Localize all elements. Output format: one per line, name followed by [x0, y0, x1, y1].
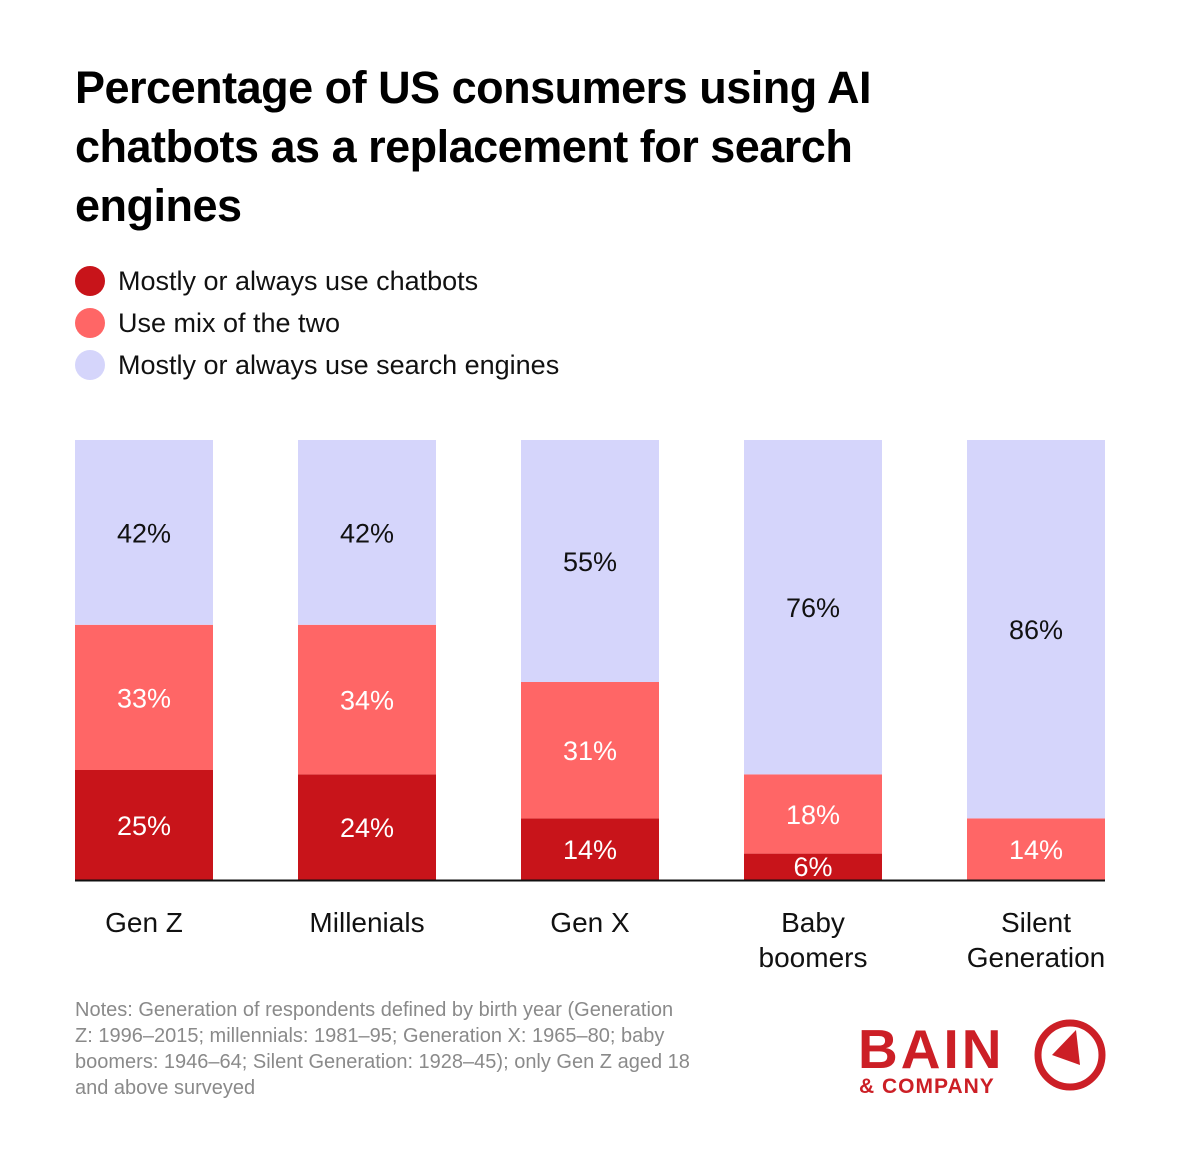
legend-label: Mostly or always use chatbots: [118, 265, 479, 296]
svg-text:BAIN: BAIN: [858, 1018, 1004, 1080]
x-tick-label: boomers: [759, 942, 868, 973]
data-label: 18%: [786, 800, 840, 830]
x-tick-label: Generation: [967, 942, 1106, 973]
bar-segment: [967, 818, 1105, 880]
bar-segment: [298, 624, 436, 775]
data-label: 86%: [1009, 615, 1063, 645]
x-tick-label: Gen Z: [105, 907, 183, 938]
legend-swatch: [75, 350, 105, 380]
x-tick-label: Silent: [1001, 907, 1071, 938]
data-label: 25%: [117, 811, 171, 841]
bar-segment: [298, 774, 436, 880]
bar-segment: [744, 440, 882, 775]
x-tick-label: Baby: [781, 907, 845, 938]
bar-segment: [75, 440, 213, 625]
bain-logo: BAIN & COMPANY: [858, 1018, 1106, 1098]
stacked-bar-chart: 25% 33% 42% Gen Z 24% 34% 42% Millenials 14% 31% 5…: [75, 440, 1106, 973]
legend-item: Use mix of the two: [75, 302, 559, 344]
legend-swatch: [75, 308, 105, 338]
bar-segment: [521, 440, 659, 682]
data-label: 24%: [340, 813, 394, 843]
data-label: 42%: [117, 518, 171, 548]
bar-segment: [967, 440, 1105, 819]
legend-item: Mostly or always use search engines: [75, 344, 559, 386]
bar-segment: [744, 853, 882, 880]
bar-segment: [75, 770, 213, 880]
data-label: 34%: [340, 686, 394, 716]
chart-title: Percentage of US consumers using AI chat…: [75, 62, 872, 231]
data-label: 14%: [563, 835, 617, 865]
bar-segment: [744, 774, 882, 854]
data-label: 42%: [340, 518, 394, 548]
bar-segment: [521, 682, 659, 819]
data-label: 6%: [793, 852, 832, 882]
legend-label: Mostly or always use search engines: [118, 349, 560, 380]
notes: Notes: Generation of respondents defined…: [75, 999, 690, 1099]
data-label: 76%: [786, 593, 840, 623]
data-label: 14%: [1009, 835, 1063, 865]
bar-segment: [75, 624, 213, 770]
data-label: 33%: [117, 683, 171, 713]
svg-text:& COMPANY: & COMPANY: [859, 1075, 995, 1098]
bar-segment: [298, 440, 436, 625]
legend-label: Use mix of the two: [118, 307, 341, 338]
legend: Mostly or always use chatbots Use mix of…: [75, 260, 559, 386]
data-label: 55%: [563, 547, 617, 577]
data-label: 31%: [563, 736, 617, 766]
legend-item: Mostly or always use chatbots: [75, 260, 559, 302]
x-tick-label: Gen X: [550, 907, 630, 938]
bar-segment: [521, 818, 659, 880]
legend-swatch: [75, 266, 105, 296]
x-tick-label: Millenials: [309, 907, 424, 938]
